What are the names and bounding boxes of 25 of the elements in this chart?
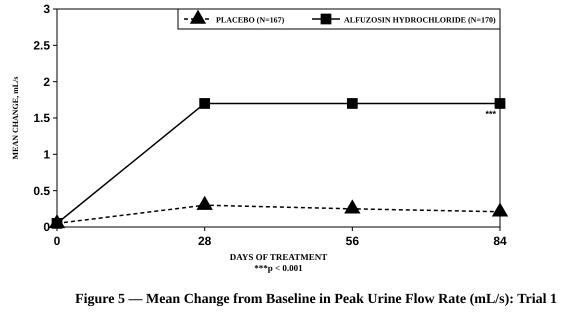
point — [48, 214, 66, 228]
text: Figure 5 — Mean Change from Baseline in Peak Urine Flow Rate (mL/s): Trial 1 — [75, 292, 557, 307]
y-tick-label: 2.5 — [33, 38, 50, 53]
legend-label: PLACEBO (N=167) — [216, 16, 285, 24]
y-tick-label: 2 — [43, 74, 50, 89]
x-tick-label: 84 — [493, 234, 507, 248]
point — [344, 199, 360, 214]
y-tick-label: 0 — [43, 220, 50, 234]
point — [196, 196, 213, 210]
y-tick-label: 3 — [43, 2, 50, 16]
point — [199, 98, 210, 109]
annotation: *** — [485, 109, 496, 119]
y-axis-title: MEAN CHANGE, mL/s — [11, 76, 20, 160]
y-tick-label: 0.5 — [33, 184, 50, 198]
x-tick-label: 28 — [198, 234, 212, 248]
y-tick-label: 1 — [43, 148, 50, 162]
x-tick-label: 0 — [54, 234, 61, 248]
point — [494, 98, 506, 109]
y-tick-label: 1.5 — [33, 111, 50, 126]
text: ***p < 0.001 — [254, 263, 304, 273]
x-axis-title: DAYS OF TREATMENT — [230, 252, 328, 262]
point — [346, 98, 358, 109]
x-tick-label: 56 — [346, 234, 360, 248]
point — [492, 202, 508, 216]
legend-label: ALFUZOSIN HYDROCHLORIDE (N=170) — [344, 16, 496, 24]
